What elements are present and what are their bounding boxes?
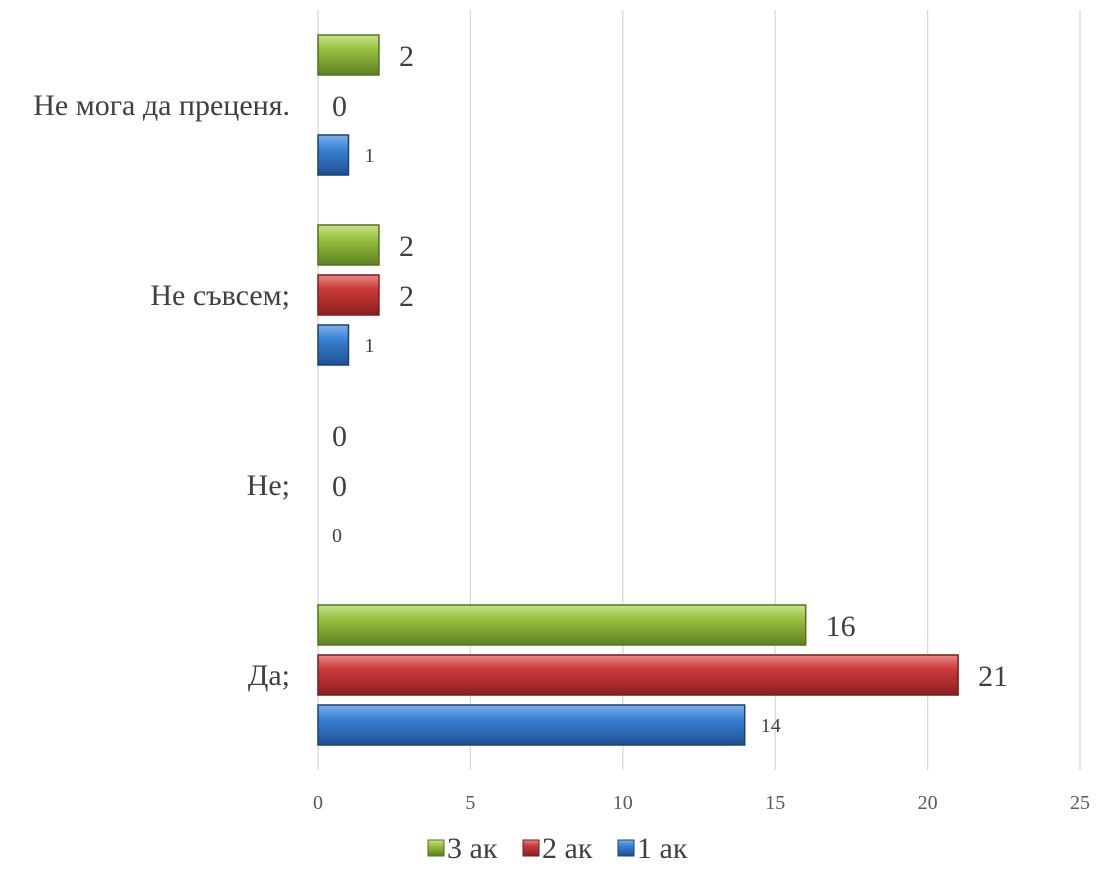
x-tick-label: 10: [613, 792, 633, 814]
bar: [317, 274, 380, 316]
data-label: 0: [332, 420, 347, 453]
x-tick-label: 25: [1070, 792, 1090, 814]
bar: [317, 34, 380, 76]
category-label: Да;: [248, 659, 290, 692]
category-axis: Да; Не; Не съвсем; Не мога да преценя.: [33, 89, 290, 692]
x-tick-label: 0: [313, 792, 323, 814]
data-label: 0: [332, 525, 342, 547]
x-tick-label: 20: [918, 792, 938, 814]
category-label: Не мога да преценя.: [33, 89, 290, 122]
bar: [317, 654, 959, 696]
data-label: 21: [978, 660, 1008, 693]
bar: [317, 324, 350, 366]
legend-label: 2 ак: [542, 832, 593, 865]
data-label: 16: [826, 610, 856, 643]
data-label: 14: [761, 715, 781, 737]
legend-swatch: [427, 839, 445, 857]
bar: [317, 134, 350, 176]
x-tick-label: 15: [765, 792, 785, 814]
bar: [317, 224, 380, 266]
category-label: Не;: [247, 469, 290, 502]
data-label: 2: [399, 280, 414, 313]
legend-swatch: [617, 839, 635, 857]
legend-swatch: [522, 839, 540, 857]
x-axis: 0 5 10 15 20 25: [313, 792, 1090, 814]
data-label: 1: [364, 145, 374, 167]
data-label: 2: [399, 40, 414, 73]
category-label: Не съвсем;: [150, 279, 290, 312]
legend: 3 ак 2 ак 1 ак: [427, 832, 688, 865]
data-label: 2: [399, 230, 414, 263]
bars: [317, 34, 959, 746]
data-label: 0: [332, 90, 347, 123]
bar: [317, 604, 807, 646]
legend-label: 3 ак: [447, 832, 498, 865]
bar: [317, 704, 746, 746]
x-tick-label: 5: [465, 792, 475, 814]
data-label: 0: [332, 470, 347, 503]
legend-label: 1 ак: [637, 832, 688, 865]
data-label: 1: [364, 335, 374, 357]
